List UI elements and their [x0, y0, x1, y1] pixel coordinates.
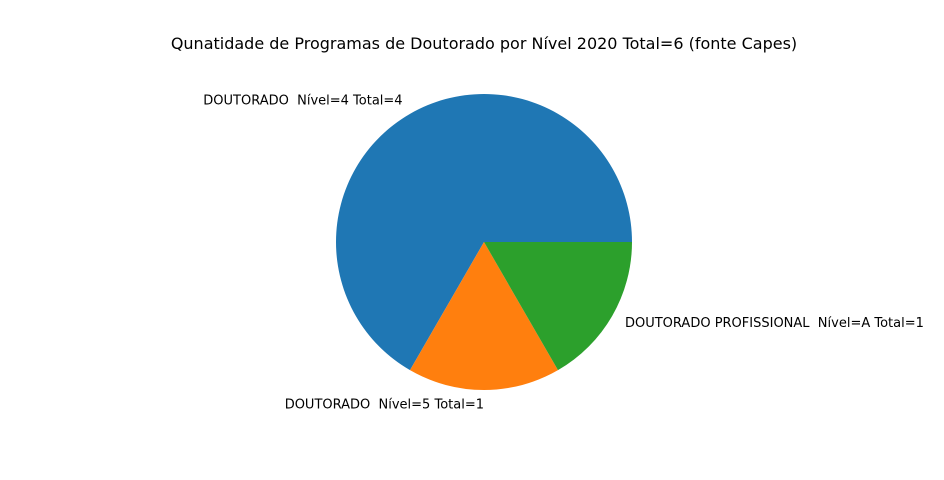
pie-slice-label-1: DOUTORADO Nível=4 Total=4	[203, 94, 402, 109]
pie-slice-2	[410, 242, 558, 390]
pie-labels: DOUTORADO Nível=4 Total=4 DOUTORADO Nível…	[203, 94, 924, 413]
pie-slice-label-2: DOUTORADO Nível=5 Total=1	[285, 397, 484, 412]
chart-title: Qunatidade de Programas de Doutorado por…	[171, 34, 797, 53]
pie-slice-label-3: DOUTORADO PROFISSIONAL Nível=A Total=1	[625, 316, 924, 331]
pie-slice-1	[336, 93, 632, 371]
pie-slices	[336, 93, 632, 390]
pie-slice-3	[484, 242, 632, 371]
